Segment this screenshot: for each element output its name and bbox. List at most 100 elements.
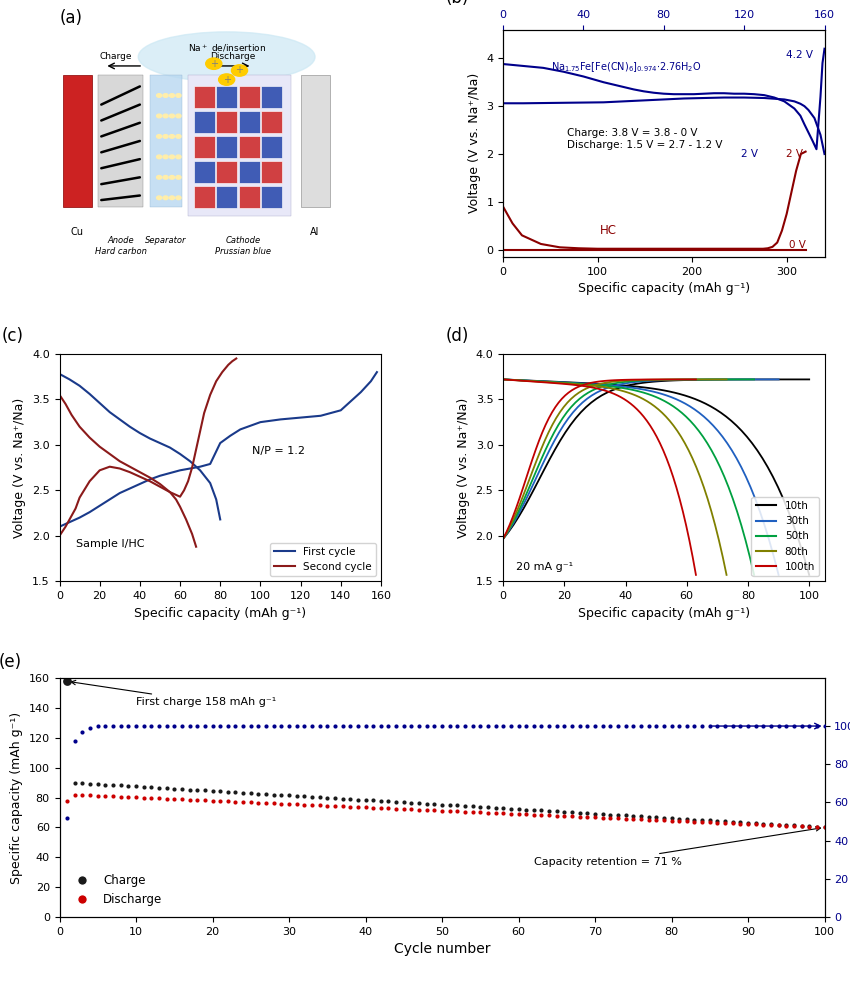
Point xyxy=(382,718,395,734)
Point xyxy=(466,718,479,734)
Point xyxy=(665,810,678,826)
Text: Charge: Charge xyxy=(99,52,132,61)
Point xyxy=(313,718,326,734)
Point xyxy=(787,817,801,833)
FancyBboxPatch shape xyxy=(216,136,237,158)
Point xyxy=(336,799,349,814)
Point xyxy=(680,811,694,827)
Circle shape xyxy=(218,74,235,85)
FancyBboxPatch shape xyxy=(194,136,215,158)
Point xyxy=(236,785,250,801)
Point xyxy=(512,802,525,817)
Circle shape xyxy=(169,196,174,199)
Point xyxy=(320,790,334,806)
Point xyxy=(779,817,793,833)
Point xyxy=(818,819,831,835)
Text: Na$_{1.75}$Fe[Fe(CN)$_6$]$_{0.974}$$\cdot$2.76H$_2$O: Na$_{1.75}$Fe[Fe(CN)$_6$]$_{0.974}$$\cdo… xyxy=(552,60,702,74)
Circle shape xyxy=(176,114,181,117)
Point xyxy=(450,804,464,819)
Point xyxy=(91,718,105,734)
Point xyxy=(83,720,97,736)
Circle shape xyxy=(156,114,162,117)
Point xyxy=(167,718,181,734)
Text: Al: Al xyxy=(310,228,320,238)
Point xyxy=(298,797,311,812)
Circle shape xyxy=(163,155,168,159)
Point xyxy=(366,718,380,734)
Point xyxy=(581,806,594,821)
Point xyxy=(267,787,280,803)
Point xyxy=(810,819,824,835)
Point xyxy=(466,805,479,820)
FancyBboxPatch shape xyxy=(261,86,282,107)
Point xyxy=(588,718,602,734)
Point xyxy=(795,718,808,734)
Circle shape xyxy=(156,196,162,199)
Circle shape xyxy=(163,94,168,98)
Point xyxy=(144,779,158,795)
Point xyxy=(596,807,609,822)
Point xyxy=(565,809,579,824)
Point xyxy=(695,814,709,830)
Point xyxy=(672,810,686,826)
Point xyxy=(305,797,319,812)
Point xyxy=(160,718,173,734)
Point xyxy=(481,800,495,815)
Point xyxy=(320,718,334,734)
Point xyxy=(481,805,495,820)
Point xyxy=(374,800,388,815)
Point xyxy=(764,816,778,832)
Point xyxy=(221,718,235,734)
Point xyxy=(787,718,801,734)
Point xyxy=(137,718,150,734)
Point xyxy=(236,718,250,734)
Point xyxy=(305,718,319,734)
Point xyxy=(275,718,288,734)
Point xyxy=(450,798,464,813)
Point xyxy=(298,789,311,805)
Point xyxy=(519,807,533,822)
Text: (b): (b) xyxy=(445,0,468,7)
Point xyxy=(221,794,235,810)
Text: N/P = 1.2: N/P = 1.2 xyxy=(252,446,305,456)
Point xyxy=(657,810,671,825)
Point xyxy=(328,718,342,734)
Point xyxy=(634,809,648,824)
Point xyxy=(573,805,586,820)
Point xyxy=(581,810,594,825)
Point xyxy=(588,810,602,825)
Point xyxy=(695,718,709,734)
Point xyxy=(542,718,556,734)
Circle shape xyxy=(163,114,168,117)
Point xyxy=(458,804,472,819)
Point xyxy=(76,787,89,803)
Point xyxy=(420,803,434,818)
Point xyxy=(129,790,143,806)
Circle shape xyxy=(169,114,174,117)
Point xyxy=(76,724,89,740)
Point xyxy=(428,803,441,818)
Point xyxy=(152,718,166,734)
Point xyxy=(611,810,625,826)
Point xyxy=(359,800,372,815)
Point xyxy=(802,718,816,734)
Point xyxy=(374,793,388,809)
Circle shape xyxy=(156,135,162,138)
Point xyxy=(298,718,311,734)
Point xyxy=(336,718,349,734)
Point xyxy=(60,673,74,689)
Point xyxy=(244,718,258,734)
FancyBboxPatch shape xyxy=(216,185,237,208)
Point xyxy=(558,718,571,734)
Point xyxy=(83,776,97,792)
FancyBboxPatch shape xyxy=(63,75,92,207)
Point xyxy=(160,780,173,796)
Point xyxy=(626,811,640,827)
Point xyxy=(259,795,273,810)
Point xyxy=(726,814,740,830)
Text: (e): (e) xyxy=(0,653,21,671)
Point xyxy=(619,808,632,823)
Point xyxy=(772,816,785,832)
Point xyxy=(611,808,625,823)
Point xyxy=(626,718,640,734)
